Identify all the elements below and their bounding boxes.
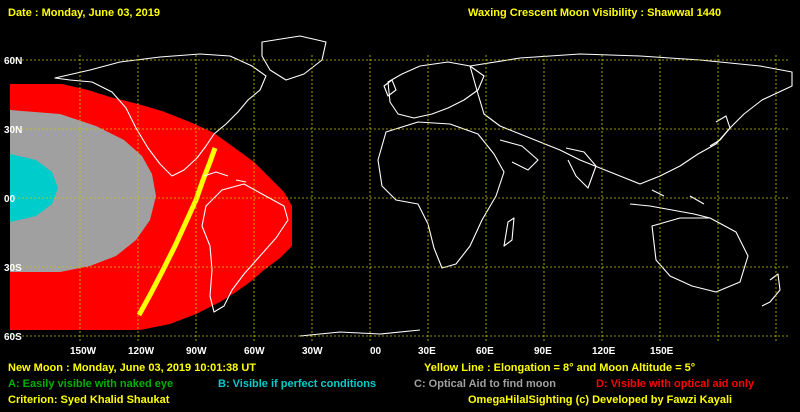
longitude-label: 60E: [476, 346, 494, 357]
longitude-label: 30W: [302, 346, 323, 357]
longitude-label: 120E: [592, 346, 616, 357]
caribbean-outline: [203, 171, 247, 183]
lat-lon-grid: [10, 55, 790, 341]
criterion-label: Criterion: Syed Khalid Shaukat: [8, 394, 170, 406]
uk-outline: [383, 79, 397, 97]
date-label: Date : Monday, June 03, 2019: [8, 7, 161, 19]
yellow-limit-line: [136, 147, 218, 317]
longitude-label: 150W: [70, 346, 97, 357]
indonesia-outline: [629, 189, 711, 219]
coastlines: [54, 35, 793, 337]
asia-outline: [469, 53, 793, 185]
latitude-label: 60S: [4, 332, 22, 343]
legend-zone-b: B: Visible if perfect conditions: [218, 378, 377, 390]
longitude-label: 90W: [186, 346, 207, 357]
longitude-label: 150E: [650, 346, 674, 357]
new-moon-info: New Moon : Monday, June 03, 2019 10:01:3…: [8, 362, 256, 374]
latitude-label: 30S: [4, 263, 22, 274]
zone-c-gray-region: [10, 110, 156, 272]
north-america-outline: [54, 53, 267, 177]
latitude-label: 00: [4, 194, 16, 205]
visibility-zones: [10, 84, 292, 330]
longitude-label: 30E: [418, 346, 436, 357]
antarctic-edge: [299, 329, 421, 337]
yellow-line-info: Yellow Line : Elongation = 8° and Moon A…: [424, 362, 696, 374]
longitude-label: 60W: [244, 346, 265, 357]
new-zealand-outline: [761, 273, 781, 307]
chart-title: Waxing Crescent Moon Visibility : Shawwa…: [468, 7, 722, 19]
latitude-label: 30N: [4, 125, 22, 136]
legend-zone-a: A: Easily visible with naked eye: [8, 378, 174, 390]
longitude-labels: 150W 120W 90W 60W 30W 00 30E 60E 90E 120E 150E: [70, 346, 674, 357]
greenland-outline: [261, 35, 327, 81]
legend-zone-c: C: Optical Aid to find moon: [414, 378, 556, 390]
longitude-label: 00: [370, 346, 382, 357]
legend-zone-d: D: Visible with optical aid only: [596, 378, 755, 390]
africa-outline: [377, 121, 505, 269]
japan-outline: [709, 115, 731, 147]
arabia-india-outline: [499, 139, 597, 189]
australia-outline: [651, 217, 749, 293]
longitude-label: 120W: [128, 346, 155, 357]
longitude-label: 90E: [534, 346, 552, 357]
south-america-outline: [201, 183, 289, 313]
zone-b-cyan-region: [10, 154, 58, 222]
madagascar-outline: [503, 217, 515, 247]
credit-label: OmegaHilalSighting (c) Developed by Fawz…: [468, 394, 733, 406]
latitude-label: 60N: [4, 56, 22, 67]
europe-outline: [387, 61, 485, 119]
latitude-labels: 60N 30N 00 30S 60S: [4, 56, 22, 343]
